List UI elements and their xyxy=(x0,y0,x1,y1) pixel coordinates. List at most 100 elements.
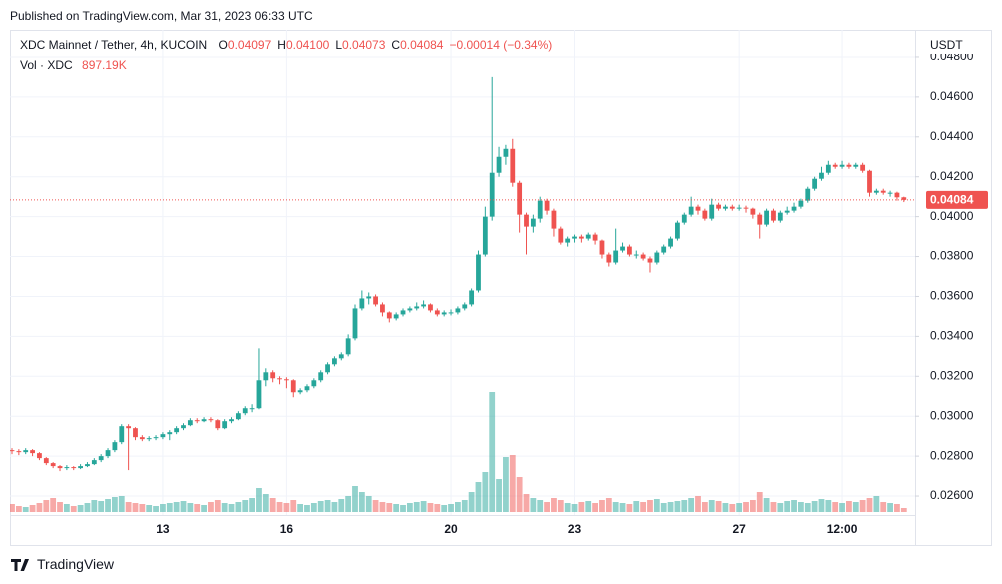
volume-bar xyxy=(626,504,633,512)
candle-body xyxy=(620,246,625,251)
candle-body xyxy=(91,460,97,465)
volume-bar xyxy=(77,505,84,512)
candle-body xyxy=(428,304,433,311)
volume-bar xyxy=(475,482,482,512)
volume-name: Vol · XDC xyxy=(20,58,73,72)
x-tick-label: 27 xyxy=(732,522,746,536)
volume-bar xyxy=(681,500,688,512)
candle-body xyxy=(839,164,845,167)
candle-body xyxy=(805,188,811,201)
volume-bar xyxy=(180,501,187,512)
candle-body xyxy=(270,372,276,379)
volume-bar xyxy=(10,504,15,512)
volume-bar xyxy=(345,496,352,512)
volume-bar xyxy=(290,500,297,512)
y-tick-label: 0.03800 xyxy=(930,249,974,263)
volume-bar xyxy=(647,500,653,512)
volume-bar xyxy=(283,503,290,512)
candle-body xyxy=(489,172,495,217)
brand-name: TradingView xyxy=(37,556,115,572)
legend-change: −0.00014 (−0.34%) xyxy=(449,38,552,52)
candle-body xyxy=(64,467,70,469)
volume-bar xyxy=(112,497,118,512)
candle-body xyxy=(352,308,358,339)
candle-body xyxy=(901,197,907,200)
volume-bar xyxy=(585,501,592,512)
candle-body xyxy=(414,306,420,309)
candle-body xyxy=(469,290,475,305)
volume-bar xyxy=(674,501,681,512)
volume-bar xyxy=(276,502,283,512)
candle-body xyxy=(709,204,715,219)
candle-body xyxy=(297,390,303,393)
volume-bar xyxy=(578,502,585,512)
volume-bar xyxy=(653,499,660,512)
candle-body xyxy=(695,206,701,211)
candle-body xyxy=(133,428,138,438)
volume-bar xyxy=(427,503,434,512)
volume-value: 897.19K xyxy=(82,58,127,72)
volume-bar xyxy=(640,502,647,512)
volume-bar xyxy=(304,505,310,512)
volume-bar xyxy=(310,503,317,512)
candle-body xyxy=(661,246,667,253)
candle-body xyxy=(71,467,77,469)
volume-bar xyxy=(619,503,626,512)
y-tick-label: 0.04400 xyxy=(930,129,974,143)
volume-bar xyxy=(365,496,372,512)
candle-body xyxy=(654,252,660,263)
volume-bar xyxy=(571,504,578,512)
volume-bar xyxy=(441,505,448,512)
volume-bar xyxy=(262,494,269,512)
volume-bar xyxy=(818,499,825,512)
volume-bar xyxy=(400,505,406,512)
volume-bar xyxy=(221,503,228,512)
volume-bar xyxy=(523,494,530,512)
volume-bar xyxy=(235,502,242,512)
candle-body xyxy=(146,438,152,440)
candle-body xyxy=(819,172,824,179)
volume-bar xyxy=(249,498,255,512)
candle-body xyxy=(50,463,56,467)
candle-body xyxy=(215,420,221,429)
y-tick-label: 0.03400 xyxy=(930,329,974,343)
candle-body xyxy=(85,464,90,467)
volume-bar xyxy=(132,503,139,512)
volume-bar xyxy=(214,500,221,512)
volume-bar xyxy=(29,505,36,512)
volume-bar xyxy=(873,496,880,512)
candle-body xyxy=(441,312,447,315)
candle-body xyxy=(812,178,818,189)
volume-bar xyxy=(317,501,324,512)
volume-bar xyxy=(324,500,331,512)
candle-body xyxy=(359,298,365,309)
volume-bar xyxy=(708,500,715,512)
volume-bar xyxy=(667,502,674,512)
volume-bar xyxy=(701,502,708,512)
y-tick-label: 0.02600 xyxy=(930,488,974,502)
price-axis: 0.02600 0.02800 0.03000 0.03200 0.03400 0.036… xyxy=(915,54,974,502)
candle-body xyxy=(37,453,42,459)
volume-bar xyxy=(564,503,571,512)
volume-bar xyxy=(352,486,358,512)
time-axis: 13 16 20 23 27 12:00 xyxy=(156,522,857,536)
volume-bar xyxy=(832,502,839,512)
candle-body xyxy=(558,228,564,243)
candle-body xyxy=(496,156,502,173)
candle-body xyxy=(688,206,694,215)
volume-bar xyxy=(756,492,763,512)
volume-bar xyxy=(91,500,98,512)
legend-value: 0.04100 xyxy=(286,38,330,52)
candle-body xyxy=(311,380,317,387)
candle-body xyxy=(510,148,516,183)
volume-bar xyxy=(633,501,640,512)
volume-bar xyxy=(798,502,804,512)
legend: XDC Mainnet / Tether, 4h, KUCOIN O0.0409… xyxy=(20,38,552,52)
legend-key: C xyxy=(391,38,400,52)
candle-body xyxy=(98,456,104,461)
volume-bar xyxy=(749,500,756,512)
volume-bar xyxy=(386,503,393,512)
candle-body xyxy=(153,437,159,439)
candle-body xyxy=(640,254,646,259)
candle-body xyxy=(599,240,605,255)
